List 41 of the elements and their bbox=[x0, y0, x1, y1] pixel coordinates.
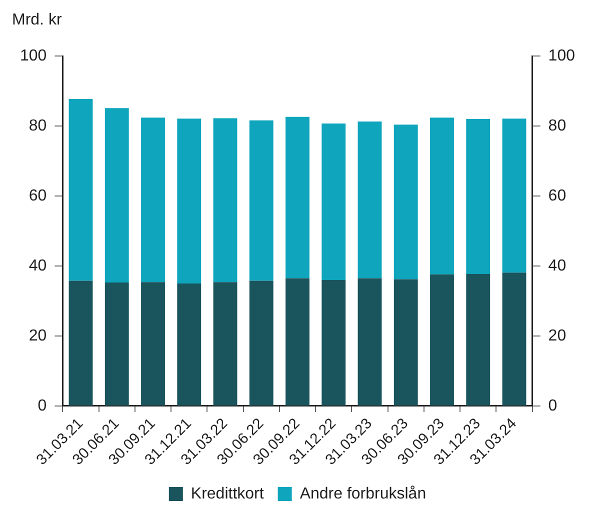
bar bbox=[68, 99, 93, 281]
bar bbox=[286, 116, 310, 278]
bar bbox=[286, 278, 310, 406]
y-tick-label: 20 bbox=[28, 327, 47, 344]
bar bbox=[322, 280, 346, 406]
bar bbox=[213, 118, 238, 282]
y2-tick-label: 100 bbox=[548, 47, 576, 64]
bar bbox=[249, 280, 274, 406]
y2-tick-label: 60 bbox=[548, 187, 566, 204]
y2-tick-label: 40 bbox=[548, 257, 566, 274]
bar bbox=[466, 274, 490, 406]
bar bbox=[394, 124, 418, 280]
legend-label: Kredittkort bbox=[190, 485, 264, 502]
bar bbox=[177, 283, 202, 406]
y-tick-label: 60 bbox=[28, 187, 47, 204]
y2-tick-label: 80 bbox=[548, 117, 566, 134]
bar bbox=[249, 120, 274, 281]
y-tick-label: 100 bbox=[20, 47, 47, 64]
bar bbox=[466, 119, 490, 274]
y2-tick-label: 20 bbox=[548, 327, 566, 344]
y-tick-label: 80 bbox=[28, 117, 47, 134]
legend-label: Andre forbrukslån bbox=[300, 485, 426, 502]
bar bbox=[394, 279, 418, 406]
bar bbox=[104, 282, 129, 406]
bar bbox=[141, 282, 165, 406]
y2-tick-label: 0 bbox=[548, 397, 558, 414]
bar bbox=[358, 278, 382, 406]
bar bbox=[502, 118, 526, 273]
bar bbox=[68, 280, 93, 406]
bar bbox=[430, 118, 454, 274]
bar bbox=[358, 121, 382, 278]
bar bbox=[213, 282, 238, 406]
y-tick-label: 0 bbox=[38, 397, 47, 414]
bar bbox=[177, 118, 202, 284]
bar bbox=[430, 274, 454, 406]
bar bbox=[502, 272, 526, 406]
bar bbox=[104, 108, 129, 282]
y-axis-title: Mrd. kr bbox=[12, 11, 62, 28]
bar bbox=[141, 118, 165, 282]
bar bbox=[322, 124, 346, 280]
y-tick-label: 40 bbox=[28, 257, 47, 274]
